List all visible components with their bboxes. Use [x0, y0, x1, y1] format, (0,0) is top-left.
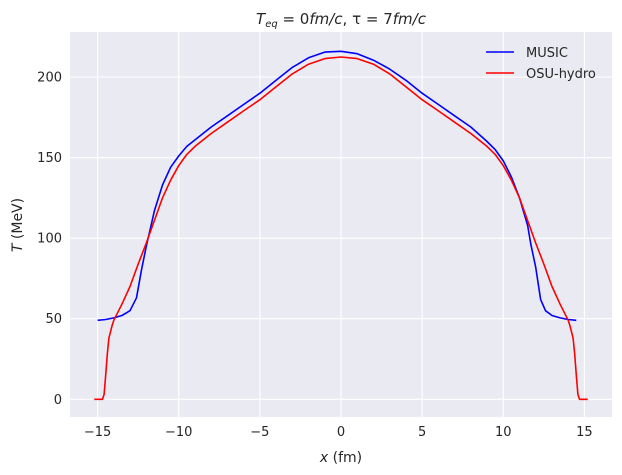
- grid: [70, 32, 612, 417]
- y-tick-label: 150: [37, 151, 62, 166]
- y-tick-labels: 0 50 100 150 200: [37, 71, 62, 408]
- legend: MUSIC OSU-hydro: [486, 46, 596, 82]
- x-tick-label: 10: [495, 425, 512, 440]
- legend-label-osu-hydro: OSU-hydro: [526, 67, 596, 82]
- x-tick-label: −5: [250, 425, 269, 440]
- chart-title: Teq = 0fm/c, τ = 7fm/c: [256, 10, 427, 30]
- x-axis-label: x (fm): [319, 450, 362, 466]
- x-tick-label: 15: [576, 425, 593, 440]
- x-tick-labels: −15 −10 −5 0 5 10 15: [84, 425, 593, 440]
- x-tick-label: −15: [84, 425, 111, 440]
- series-lines: [94, 50, 588, 401]
- y-axis-label: T (MeV): [10, 198, 26, 252]
- y-tick-label: 100: [37, 232, 62, 247]
- x-tick-label: 5: [418, 425, 426, 440]
- x-tick-label: 0: [337, 425, 345, 440]
- legend-label-music: MUSIC: [526, 46, 568, 61]
- y-tick-label: 50: [45, 312, 62, 327]
- y-tick-label: 200: [37, 71, 62, 86]
- x-tick-label: −10: [165, 425, 192, 440]
- series-line-osu-hydro: [94, 56, 588, 401]
- y-tick-label: 0: [54, 393, 62, 408]
